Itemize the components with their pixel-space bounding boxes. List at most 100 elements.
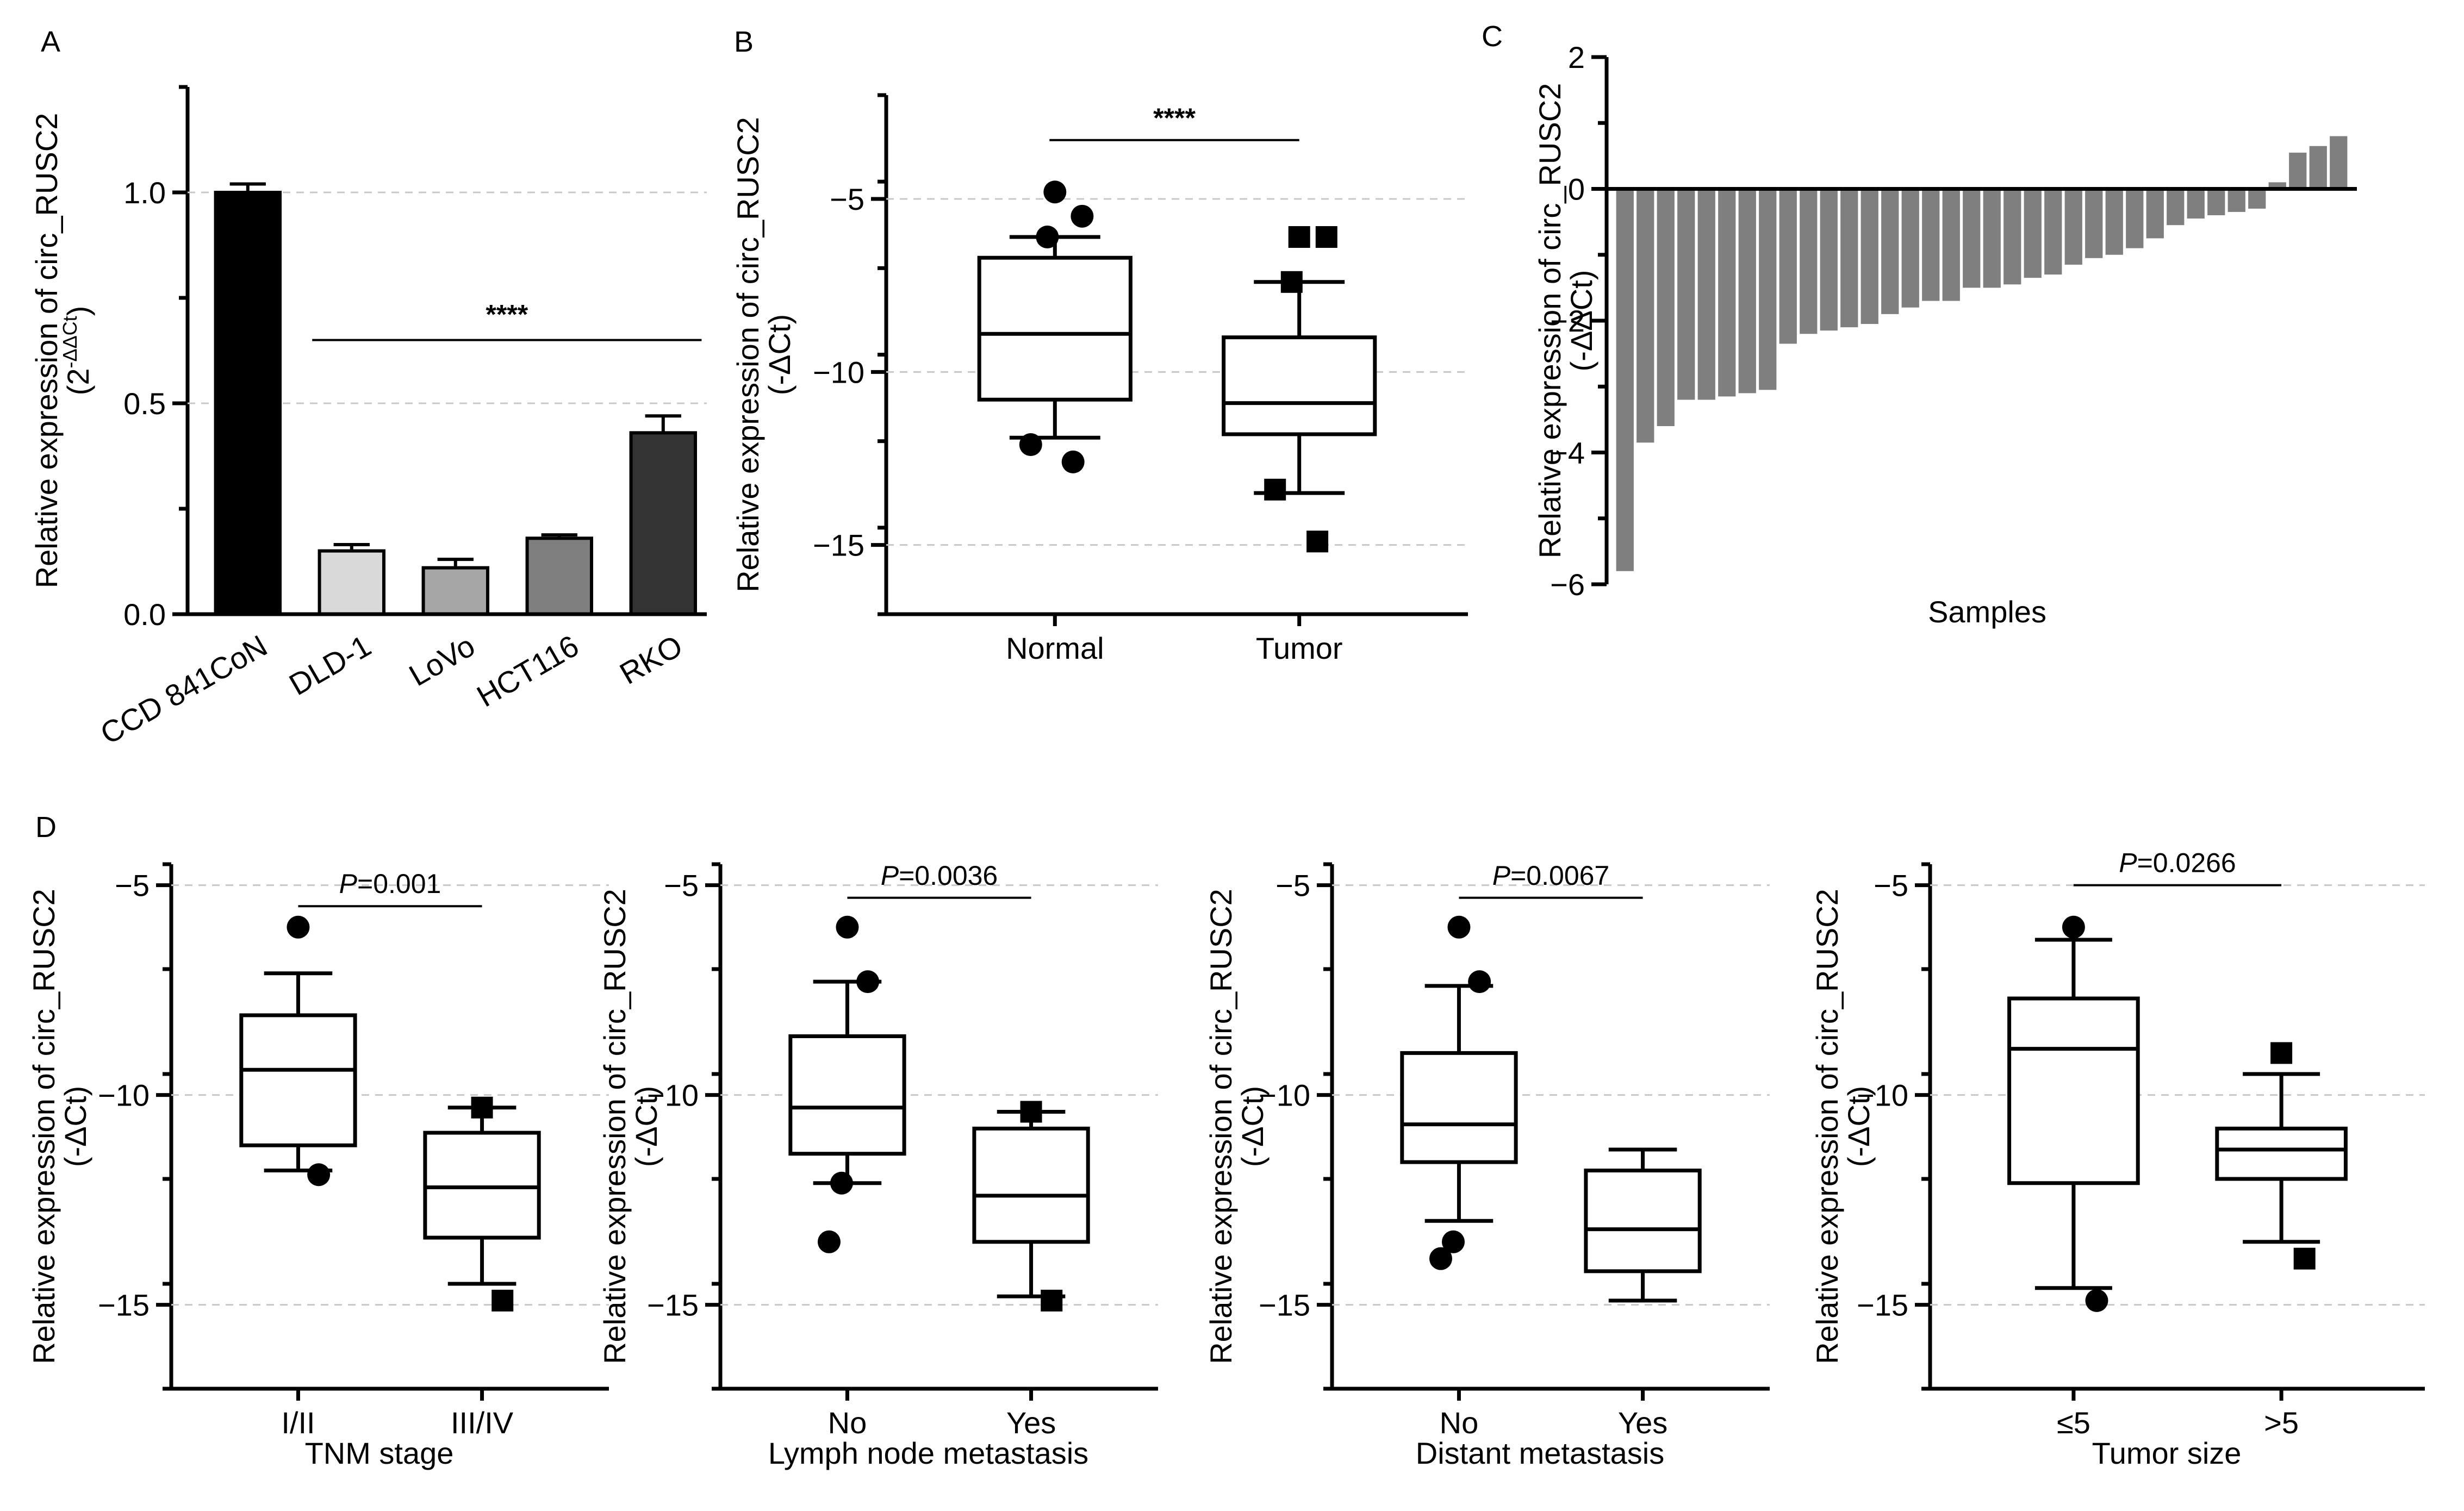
panel-d4-outlier-point [2293,1247,2316,1270]
panel-d1-x-tick-label: I/II [281,1406,315,1440]
panel-b-significance-label: **** [1153,103,1196,133]
panel-a-bar [629,431,697,616]
panel-c-x-axis-title: Samples [1928,595,2046,629]
panel-d2-x-tick-label: No [828,1406,867,1440]
panel-d3-x-axis-title: Distant metastasis [1416,1436,1665,1470]
panel-d3-y-axis-subtitle: (-ΔCt) [1235,1086,1270,1167]
panel-a-bar [214,191,282,616]
panel-c-bar [2289,152,2307,189]
panel-b-outlier-point [1288,226,1310,248]
panel-d1-box [423,1131,541,1240]
panel-b-outlier-point [1315,226,1337,248]
panel-c-bar [1697,189,1715,400]
panel-d2-significance-label: P=0.0036 [881,860,998,891]
panel-b-y-axis-subtitle: (-ΔCt) [762,314,797,395]
panel-c-bar [2024,189,2042,278]
panel-c-letter: C [1482,20,1503,53]
panel-d2-y-tick-label: −15 [647,1288,699,1322]
panel-c-bar [1840,189,1858,328]
panel-c-y-tick-label: 0 [1568,172,1585,207]
panel-c-bar [2003,189,2021,285]
panel-c-bar [2187,189,2205,219]
panel-d4-y-tick-label: −15 [1857,1288,1908,1322]
panel-d1-x-axis-title: TNM stage [305,1436,454,1470]
panel-c-bar [2309,146,2327,189]
panel-d3-significance-label: P=0.0067 [1492,860,1610,891]
panel-a-y-tick-label: 0.0 [123,597,166,632]
panel-c-bar [1820,189,1838,331]
panel-b-outlier-point [1019,433,1042,457]
panel-d3-y-tick-label: −5 [1275,869,1310,903]
panel-c-bar [1718,189,1736,397]
panel-b-y-tick-label: −10 [813,355,864,389]
panel-d2-box [788,1034,906,1156]
panel-c-bar [2248,189,2266,209]
panel-b-box [977,255,1133,402]
panel-c-bar [2064,189,2082,265]
panel-b-y-axis-title: Relative expression of circ_RUSC2 [731,117,765,592]
panel-c-y-axis-title: Relative expression of circ_RUSC2 [1533,83,1567,559]
panel-b-outlier-point [1061,450,1085,473]
panel-c-bar [2227,189,2245,212]
panel-c-bar [1677,189,1695,400]
panel-c-bar [1901,189,1919,308]
panel-c-bar [1800,189,1818,334]
panel-b-y-tick-label: −5 [830,182,864,216]
panel-a-significance-label: **** [486,299,528,330]
panel-d1-box [239,1013,357,1147]
panel-d4-chart: −15 −10 −5 Relative expression of circ_RUSC… [1810,848,2425,1470]
panel-d4-y-tick-label: −5 [1874,869,1908,903]
panel-d2-outlier-point [836,915,859,939]
panel-d4-x-axis-title: Tumor size [2092,1436,2242,1470]
panel-d3-chart: −15 −10 −5 Relative expression of circ_RUSC… [1204,860,1770,1470]
panel-c-y-tick-label: 2 [1568,40,1585,74]
panel-d4-y-tick-label: −10 [1857,1078,1908,1113]
panel-a-y-axis-title: Relative expression of circ_RUSC2 [29,113,64,589]
panel-b-letter: B [734,26,754,58]
panel-c-bar [1881,189,1899,314]
panel-d2-outlier-point [817,1230,841,1253]
panel-b-x-tick-label: Tumor [1256,631,1343,665]
panel-b-y-tick-label: −15 [813,528,864,563]
panel-d3-x-tick-label: Yes [1618,1406,1667,1440]
panel-c-bar [2146,189,2164,239]
panel-d2-y-axis-title: Relative expression of circ_RUSC2 [598,889,632,1364]
panel-b-outlier-point [1071,204,1094,228]
panel-d1-y-axis-subtitle: (-ΔCt) [58,1086,92,1167]
panel-c-bar [1759,189,1777,390]
panel-d3-y-tick-label: −15 [1259,1288,1310,1322]
panel-d1-outlier-point [491,1289,514,1312]
panel-d1-x-tick-label: III/IV [451,1406,514,1440]
panel-a-x-tick-label: DLD-1 [283,628,377,702]
panel-d2-outlier-point [1041,1289,1063,1312]
panel-c-bar [2207,189,2225,215]
panel-a-y-axis-subtitle: (2-ΔΔCt) [59,306,95,396]
panel-d3-box [1584,1169,1702,1273]
panel-d2-y-tick-label: −10 [647,1078,699,1113]
panel-d4-y-axis-title: Relative expression of circ_RUSC2 [1810,889,1844,1364]
panel-d2-outlier-point [1020,1101,1042,1123]
panel-d4-x-tick-label: >5 [2264,1406,2299,1440]
panel-d1-outlier-point [287,915,310,939]
panel-a-x-tick-label: RKO [614,628,688,691]
panel-d2-x-axis-title: Lymph node metastasis [768,1436,1088,1470]
panel-c-bar [1983,189,2001,288]
panel-a-x-tick-label: HCT116 [471,628,584,714]
panel-c-bar [2167,189,2185,226]
panel-d3-outlier-point [1441,1230,1465,1253]
panel-c-bar [2044,189,2062,275]
panel-d1-letter: D [35,811,57,844]
panel-b-outlier-point [1043,180,1067,204]
panel-d1-outlier-point [307,1163,331,1187]
panel-d4-x-tick-label: ≤5 [2057,1406,2090,1440]
panel-b-outlier-point [1264,478,1286,501]
panel-d2-y-tick-label: −5 [664,869,699,903]
panel-a-x-tick-label: CCD 841CoN [95,628,273,751]
panel-d3-y-tick-label: −10 [1259,1078,1310,1113]
panel-c-bar [1963,189,1981,288]
panel-a-y-tick-label: 0.5 [123,386,166,421]
panel-d1-outlier-point [471,1096,493,1119]
panel-d1-significance-label: P=0.001 [339,869,441,899]
panel-a-x-tick-label: LoVo [403,628,481,692]
panel-c-bar [2126,189,2144,248]
